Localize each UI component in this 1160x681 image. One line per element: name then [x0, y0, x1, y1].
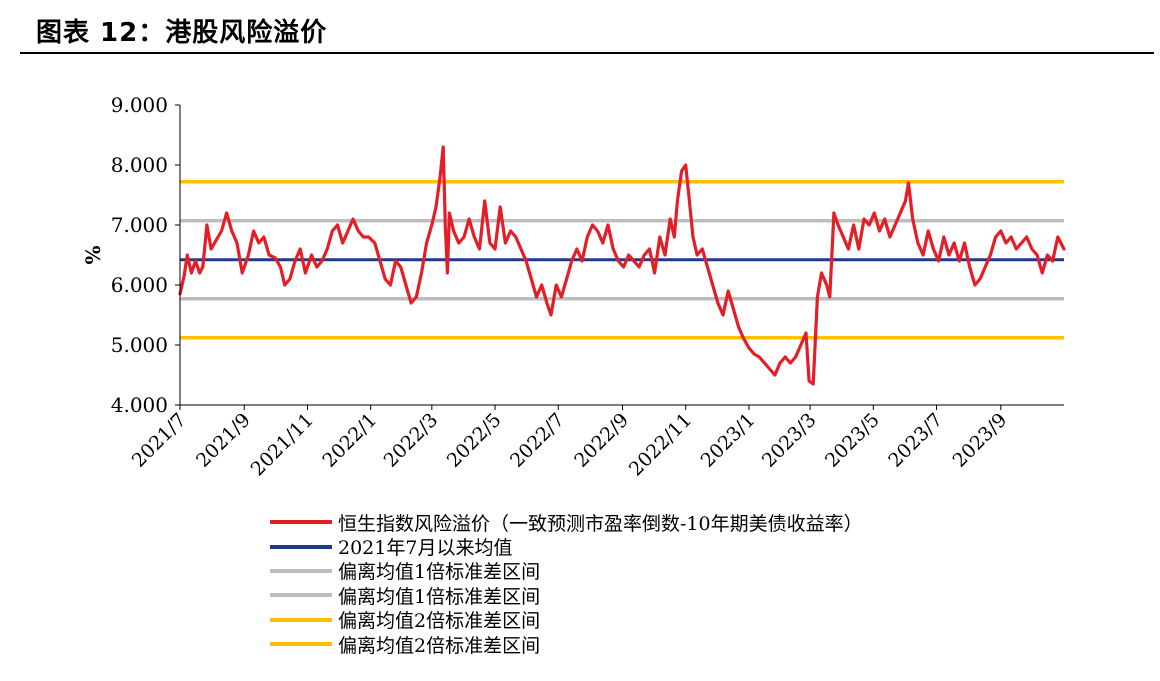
legend-swatch — [270, 642, 332, 647]
x-tick-label: 2021/9 — [192, 409, 255, 472]
y-tick-label: 7.000 — [111, 213, 168, 237]
title-divider — [20, 52, 1154, 54]
x-tick-label: 2022/5 — [443, 409, 506, 472]
y-axis-label: % — [81, 245, 105, 264]
x-tick-label: 2023/3 — [758, 409, 821, 472]
x-tick-label: 2022/9 — [570, 409, 633, 472]
y-tick-label: 5.000 — [111, 333, 168, 357]
y-tick-label: 8.000 — [111, 153, 168, 177]
legend-swatch — [270, 544, 332, 549]
x-tick-label: 2022/11 — [625, 409, 696, 480]
legend: 恒生指数风险溢价（一致预测市盈率倒数-10年期美债收益率） 2021年7月以来均值… — [270, 510, 863, 657]
legend-item: 恒生指数风险溢价（一致预测市盈率倒数-10年期美债收益率） — [270, 510, 863, 535]
legend-swatch — [270, 568, 332, 573]
legend-item: 偏离均值1倍标准差区间 — [270, 583, 863, 608]
legend-swatch — [270, 593, 332, 598]
x-tick-label: 2022/1 — [318, 409, 381, 472]
figure-title: 图表 12：港股风险溢价 — [36, 18, 328, 48]
legend-label: 偏离均值2倍标准差区间 — [338, 610, 541, 633]
legend-swatch — [270, 520, 332, 525]
x-tick-label: 2022/7 — [506, 409, 569, 472]
legend-label: 偏离均值1倍标准差区间 — [338, 585, 541, 608]
x-tick-label: 2021/7 — [128, 409, 191, 472]
y-tick-label: 9.000 — [111, 93, 168, 117]
legend-label: 恒生指数风险溢价（一致预测市盈率倒数-10年期美债收益率） — [338, 512, 863, 535]
x-tick-label: 2023/7 — [884, 409, 947, 472]
y-tick-label: 4.000 — [111, 393, 168, 417]
x-tick-label: 2021/11 — [247, 409, 318, 480]
legend-label: 偏离均值1倍标准差区间 — [338, 561, 541, 584]
x-tick-label: 2023/5 — [821, 409, 884, 472]
legend-label: 2021年7月以来均值 — [338, 537, 513, 560]
legend-item: 偏离均值2倍标准差区间 — [270, 632, 863, 657]
legend-label: 偏离均值2倍标准差区间 — [338, 634, 541, 657]
legend-swatch — [270, 617, 332, 622]
x-tick-label: 2023/9 — [948, 409, 1011, 472]
risk-premium-series-line — [178, 145, 1066, 386]
legend-item: 偏离均值1倍标准差区间 — [270, 559, 863, 583]
y-tick-label: 6.000 — [111, 273, 168, 297]
x-tick-label: 2023/1 — [697, 409, 760, 472]
x-tick-label: 2022/3 — [380, 409, 443, 472]
legend-item: 偏离均值2倍标准差区间 — [270, 608, 863, 632]
legend-item: 2021年7月以来均值 — [270, 534, 863, 560]
